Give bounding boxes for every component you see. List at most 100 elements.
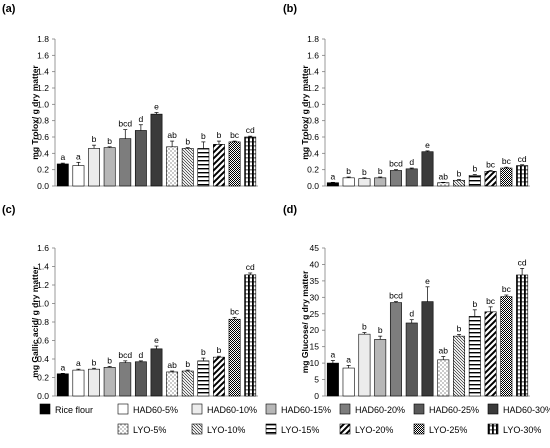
bar-lyo-30 bbox=[516, 274, 529, 397]
bar-lyo-5 bbox=[437, 359, 450, 397]
y-tick-label: 1.6 bbox=[37, 50, 49, 60]
bar-had60-15 bbox=[103, 367, 116, 397]
bar-lyo-25 bbox=[500, 167, 513, 187]
y-tick-label: 0.0 bbox=[37, 391, 49, 401]
y-axis-label: mg Glucose/ g dry matter bbox=[300, 270, 310, 373]
legend-item: LYO-20% bbox=[339, 423, 393, 435]
y-tick-label: 1.0 bbox=[37, 99, 49, 109]
significance-label: a bbox=[346, 354, 351, 364]
bar-had60-30 bbox=[421, 301, 434, 397]
legend-swatch bbox=[117, 403, 129, 415]
y-tick-label: 0 bbox=[314, 391, 319, 401]
bar-lyo-10 bbox=[453, 335, 466, 397]
bar-lyo-10 bbox=[181, 148, 194, 187]
significance-label: b bbox=[217, 345, 222, 355]
legend-label: HAD60-10% bbox=[207, 405, 257, 415]
significance-label: cd bbox=[518, 154, 527, 164]
bar-had60-5 bbox=[342, 177, 355, 187]
panel-d: (d) mg Glucose/ g dry matter 0 5 10 15 20 25 30 3… bbox=[283, 204, 530, 401]
legend-label: HAD60-20% bbox=[355, 405, 405, 415]
panel-label: (b) bbox=[283, 3, 297, 15]
y-tick-label: 0.6 bbox=[37, 336, 49, 346]
legend-label: Rice flour bbox=[55, 405, 93, 415]
y-tick-label: 0.4 bbox=[307, 148, 319, 158]
bar-lyo-30 bbox=[516, 165, 529, 187]
significance-label: bc bbox=[502, 156, 512, 166]
y-axis-label: mg Trolox/ g dry matter bbox=[30, 65, 40, 160]
y-tick-label: 0.8 bbox=[37, 317, 49, 327]
bar-had60-30 bbox=[421, 151, 434, 187]
y-tick-label: 0.6 bbox=[307, 132, 319, 142]
y-tick-label: 0.8 bbox=[307, 116, 319, 126]
bar-had60-25 bbox=[405, 322, 418, 397]
y-axis-label: mg Trolox/ g dry matter bbox=[300, 65, 310, 160]
legend-swatch bbox=[265, 423, 277, 435]
legend-item: HAD60-15% bbox=[265, 403, 331, 415]
legend-label: HAD60-5% bbox=[133, 405, 178, 415]
bar-had60-30 bbox=[150, 348, 163, 397]
legend-item: HAD60-20% bbox=[339, 403, 405, 415]
y-tick-label: 0.2 bbox=[37, 165, 49, 175]
bar-had60-10 bbox=[358, 178, 371, 187]
legend-label: LYO-30% bbox=[503, 425, 541, 435]
y-tick-label: 0.8 bbox=[37, 116, 49, 126]
significance-label: d bbox=[139, 114, 144, 124]
legend-label: LYO-25% bbox=[429, 425, 467, 435]
y-tick-label: 25 bbox=[310, 309, 320, 319]
significance-label: bcd bbox=[118, 350, 132, 360]
bar-had60-5 bbox=[72, 369, 85, 397]
legend-label: LYO-20% bbox=[355, 425, 393, 435]
bar-lyo-15 bbox=[468, 175, 481, 187]
significance-label: ab bbox=[439, 346, 449, 356]
legend-swatch bbox=[265, 403, 277, 415]
bar-had60-20 bbox=[119, 362, 132, 397]
legend-item: LYO-10% bbox=[191, 423, 245, 435]
significance-label: e bbox=[425, 276, 430, 286]
legend-label: HAD60-15% bbox=[281, 405, 331, 415]
bar-lyo-20 bbox=[213, 144, 225, 187]
bar-had60-25 bbox=[405, 168, 418, 187]
legend-item: HAD60-25% bbox=[413, 403, 479, 415]
y-tick-label: 0.2 bbox=[307, 165, 319, 175]
y-tick-label: 0.0 bbox=[37, 181, 49, 191]
y-tick-label: 1.0 bbox=[307, 99, 319, 109]
legend-item: Rice flour bbox=[39, 403, 93, 415]
bar-had60-15 bbox=[103, 147, 116, 187]
y-tick-label: 10 bbox=[310, 358, 320, 368]
significance-label: b bbox=[362, 322, 367, 332]
legend-item: HAD60-30% bbox=[487, 403, 550, 415]
bar-had60-10 bbox=[358, 333, 371, 397]
y-tick-label: 40 bbox=[310, 259, 320, 269]
legend-label: LYO-5% bbox=[133, 425, 166, 435]
legend-item: LYO-5% bbox=[117, 423, 166, 435]
panel-label: (a) bbox=[2, 3, 16, 15]
significance-label: ab bbox=[439, 171, 449, 181]
bar-lyo-5 bbox=[166, 146, 179, 187]
significance-label: b bbox=[378, 325, 383, 335]
bar-had60-15 bbox=[374, 177, 387, 187]
significance-label: cd bbox=[246, 125, 255, 135]
bar-lyo-30 bbox=[244, 274, 257, 397]
legend-swatch bbox=[191, 403, 203, 415]
significance-label: ab bbox=[167, 130, 177, 140]
panel-label: (d) bbox=[283, 204, 297, 216]
significance-label: bc bbox=[502, 284, 512, 294]
bar-had60-20 bbox=[119, 138, 132, 187]
significance-label: bcd bbox=[118, 119, 132, 129]
bar-rice-flour bbox=[56, 163, 69, 187]
bar-lyo-30 bbox=[244, 136, 257, 187]
bar-rice-flour bbox=[326, 362, 339, 397]
y-axis-label: mg Gallic acid/ g dry matter bbox=[30, 266, 40, 378]
y-tick-label: 35 bbox=[310, 276, 320, 286]
significance-label: b bbox=[362, 167, 367, 177]
panel-a: (a) mg Trolox/ g dry matter 0.0 0.2 0.4 0.6 0.… bbox=[2, 3, 258, 191]
bar-had60-20 bbox=[389, 170, 402, 187]
bar-lyo-5 bbox=[166, 371, 179, 397]
significance-label: a bbox=[331, 171, 336, 181]
legend-label: LYO-15% bbox=[281, 425, 319, 435]
significance-label: bc bbox=[230, 306, 240, 316]
y-tick-label: 1.4 bbox=[37, 262, 49, 272]
bar-lyo-25 bbox=[228, 318, 241, 397]
y-tick-label: 1.8 bbox=[307, 34, 319, 44]
